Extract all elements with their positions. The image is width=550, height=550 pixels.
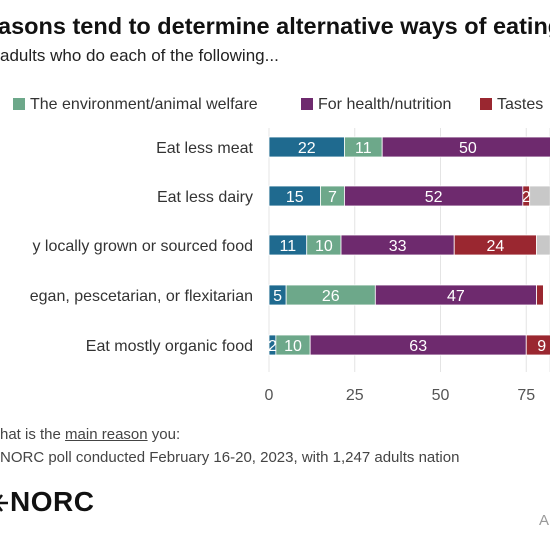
data-label: 63: [409, 338, 427, 355]
category-label: Eat less meat: [156, 140, 253, 157]
chart-subtitle: adults who do each of the following...: [0, 46, 279, 65]
legend-label: The environment/animal welfare: [30, 96, 258, 113]
data-label: 22: [298, 140, 316, 157]
legend-item: For health/nutrition: [301, 95, 451, 115]
bar-segment: [381, 136, 550, 158]
data-label: 33: [389, 238, 407, 255]
legend-swatch: [301, 98, 313, 110]
footnote-underlined: main reason: [65, 426, 148, 443]
logo-text: NORC: [10, 486, 95, 517]
data-label: 47: [447, 288, 465, 305]
category-label: egan, pescetarian, or flexitarian: [30, 288, 253, 305]
bar-layer: [268, 136, 550, 356]
data-label: 24: [486, 238, 504, 255]
footnote: hat is the main reason you:: [0, 426, 180, 443]
legend-item: Tastes: [480, 95, 543, 115]
data-label: 11: [355, 140, 372, 157]
x-tick-label: 75: [517, 387, 535, 404]
data-label: 52: [425, 189, 443, 206]
legend-swatch: [480, 98, 492, 110]
category-label: Eat mostly organic food: [86, 338, 253, 355]
data-label: 50: [459, 140, 477, 157]
legend-label: For health/nutrition: [318, 96, 452, 113]
legend-item: The environment/animal welfare: [13, 95, 258, 115]
bar-segment: [536, 284, 544, 306]
x-tick-label: 50: [432, 387, 450, 404]
data-label: 26: [322, 288, 340, 305]
legend-label: Tastes: [497, 96, 544, 113]
category-label: Eat less dairy: [157, 189, 253, 206]
bar-segment: [525, 334, 550, 356]
x-tick-label: 25: [346, 387, 364, 404]
data-label: 15: [286, 189, 304, 206]
x-tick-label: 0: [265, 387, 274, 404]
x-axis: 0 25 50 75: [265, 387, 536, 404]
data-label: 5: [273, 288, 282, 305]
bar-segment: [529, 185, 550, 207]
chart-title: asons tend to determine alternative ways…: [0, 13, 550, 39]
data-label: 10: [284, 338, 302, 355]
data-label: 11: [280, 238, 297, 255]
data-label: 9: [537, 338, 546, 355]
corner-mark: A: [539, 512, 550, 529]
data-label: 10: [315, 238, 333, 255]
source-note: NORC poll conducted February 16-20, 2023…: [0, 449, 460, 466]
legend-swatch: [13, 98, 25, 110]
data-label: 7: [328, 189, 337, 206]
footnote-suffix: you:: [147, 426, 181, 443]
data-label: 2: [522, 189, 531, 206]
footnote-prefix: hat is the: [0, 426, 66, 443]
norc-logo-mark-icon: [0, 494, 8, 512]
bar-segment: [536, 234, 550, 256]
data-label: 2: [268, 338, 277, 355]
category-label: y locally grown or sourced food: [32, 238, 253, 255]
